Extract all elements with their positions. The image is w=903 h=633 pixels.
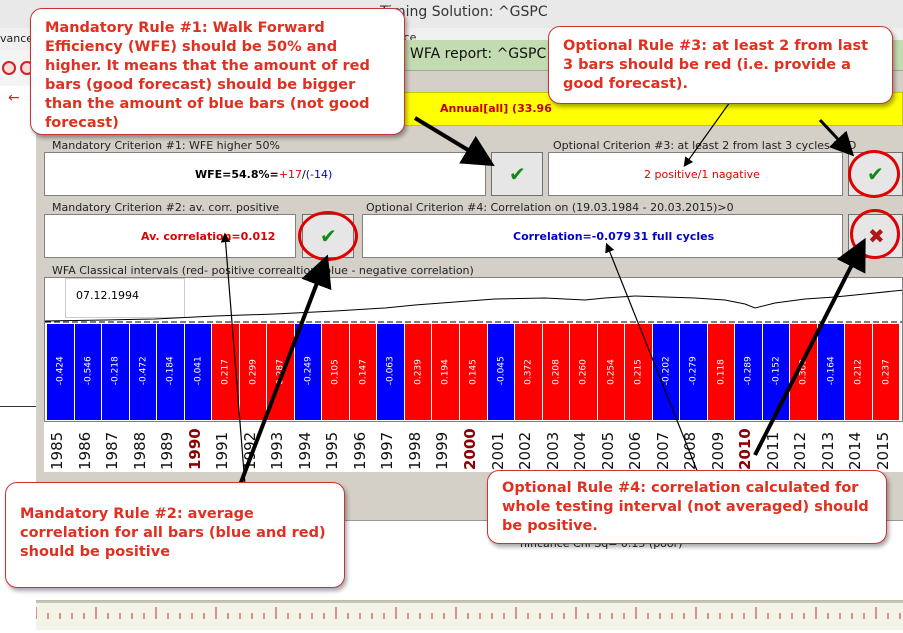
chart-bar: 0.299 [239, 324, 267, 420]
chart-bar: 0.118 [707, 324, 735, 420]
chart-bar: -0.289 [735, 324, 762, 420]
chart-bar: 0.147 [349, 324, 377, 420]
rule-1-note: Mandatory Rule #1: Walk Forward Efficien… [30, 8, 405, 135]
wfa-report-title: WFA report: ^GSPC [410, 46, 547, 62]
menu-item-advances[interactable]: vances [0, 32, 39, 45]
criterion-1-box: WFE=54.8%=+17/(-14) [44, 152, 486, 196]
criterion-3-box: 2 positive/1 nagative [548, 152, 843, 196]
highlight-circle [850, 209, 900, 259]
wfe-value: WFE=54.8%=+17/(-14) [195, 168, 333, 181]
chart-bar: -0.045 [487, 324, 515, 420]
chart-bar: 0.105 [322, 324, 349, 420]
date-label: 07.12.1994 [76, 289, 139, 302]
window-title: Timing Solution: ^GSPC [380, 4, 548, 20]
criterion-2-box: Av. correlation=0.012 [44, 214, 296, 258]
ruler-ticks [35, 601, 903, 619]
left-arrow-icon[interactable]: ← [8, 90, 20, 106]
highlight-circle [848, 150, 900, 198]
correlation-value: Correlation=-0.079 [513, 230, 632, 243]
criterion-3-header: Optional Criterion #3: at least 2 from l… [553, 139, 857, 152]
chart-bar: 0.194 [432, 324, 459, 420]
rule-2-note: Mandatory Rule #2: average correlation f… [5, 482, 345, 588]
chart-bar: -0.546 [74, 324, 102, 420]
criterion-4-header: Optional Criterion #4: Correlation on (1… [366, 201, 734, 214]
wfa-chart: 07.12.1994 -0.424 -0.546 -0.218 -0.472 -0.18… [44, 277, 903, 422]
criterion-3-value: 2 positive/1 nagative [644, 168, 760, 181]
chart-bar: -0.249 [294, 324, 322, 420]
criterion-1-check-button[interactable]: ✔ [491, 152, 543, 196]
chart-bar: 0.254 [597, 324, 625, 420]
date-label-box: 07.12.1994 [65, 278, 185, 318]
criterion-1-header: Mandatory Criterion #1: WFE higher 50% [52, 139, 280, 152]
chart-bar: 0.372 [515, 324, 542, 420]
divider [0, 406, 36, 407]
rule-4-note: Optional Rule #4: correlation calculated… [487, 470, 887, 544]
chart-bar: -0.063 [377, 324, 404, 420]
chart-bar: -0.218 [102, 324, 129, 420]
chart-bar: 0.239 [404, 324, 432, 420]
bars-area: -0.424 -0.546 -0.218 -0.472 -0.184 -0.041 0.21… [45, 324, 902, 420]
av-correlation-value: Av. correlation=0.012 [141, 230, 276, 243]
chart-bar: 0.260 [570, 324, 597, 420]
chart-bar: 0.217 [212, 324, 239, 420]
chart-bar: -0.152 [762, 324, 790, 420]
chart-bar: 0.208 [542, 324, 570, 420]
chart-bar: 0.215 [625, 324, 652, 420]
chart-bar: -0.164 [817, 324, 845, 420]
chart-bar: 0.212 [845, 324, 872, 420]
chart-bar: -0.041 [184, 324, 212, 420]
chart-bar: 0.145 [459, 324, 487, 420]
chart-bar: -0.184 [157, 324, 184, 420]
price-line [45, 289, 902, 323]
criterion-4-box: Correlation=-0.079 31 full cycles [362, 214, 843, 258]
chart-bar: -0.279 [680, 324, 707, 420]
check-icon: ✔ [509, 162, 526, 186]
criterion-2-header: Mandatory Criterion #2: av. corr. positi… [52, 201, 280, 214]
chart-title: WFA Classical intervals (red- positive c… [52, 264, 474, 277]
annual-label: Annual[all] (33.96 [440, 102, 552, 115]
ruler [35, 600, 903, 630]
rule-3-note: Optional Rule #3: at least 2 from last 3… [548, 26, 893, 104]
chart-bar: -0.472 [129, 324, 157, 420]
full-cycles-value: 31 full cycles [633, 230, 715, 243]
toolbar-icon[interactable] [2, 61, 16, 75]
chart-bar: 0.237 [872, 324, 900, 420]
chart-bar: -0.424 [47, 324, 74, 420]
